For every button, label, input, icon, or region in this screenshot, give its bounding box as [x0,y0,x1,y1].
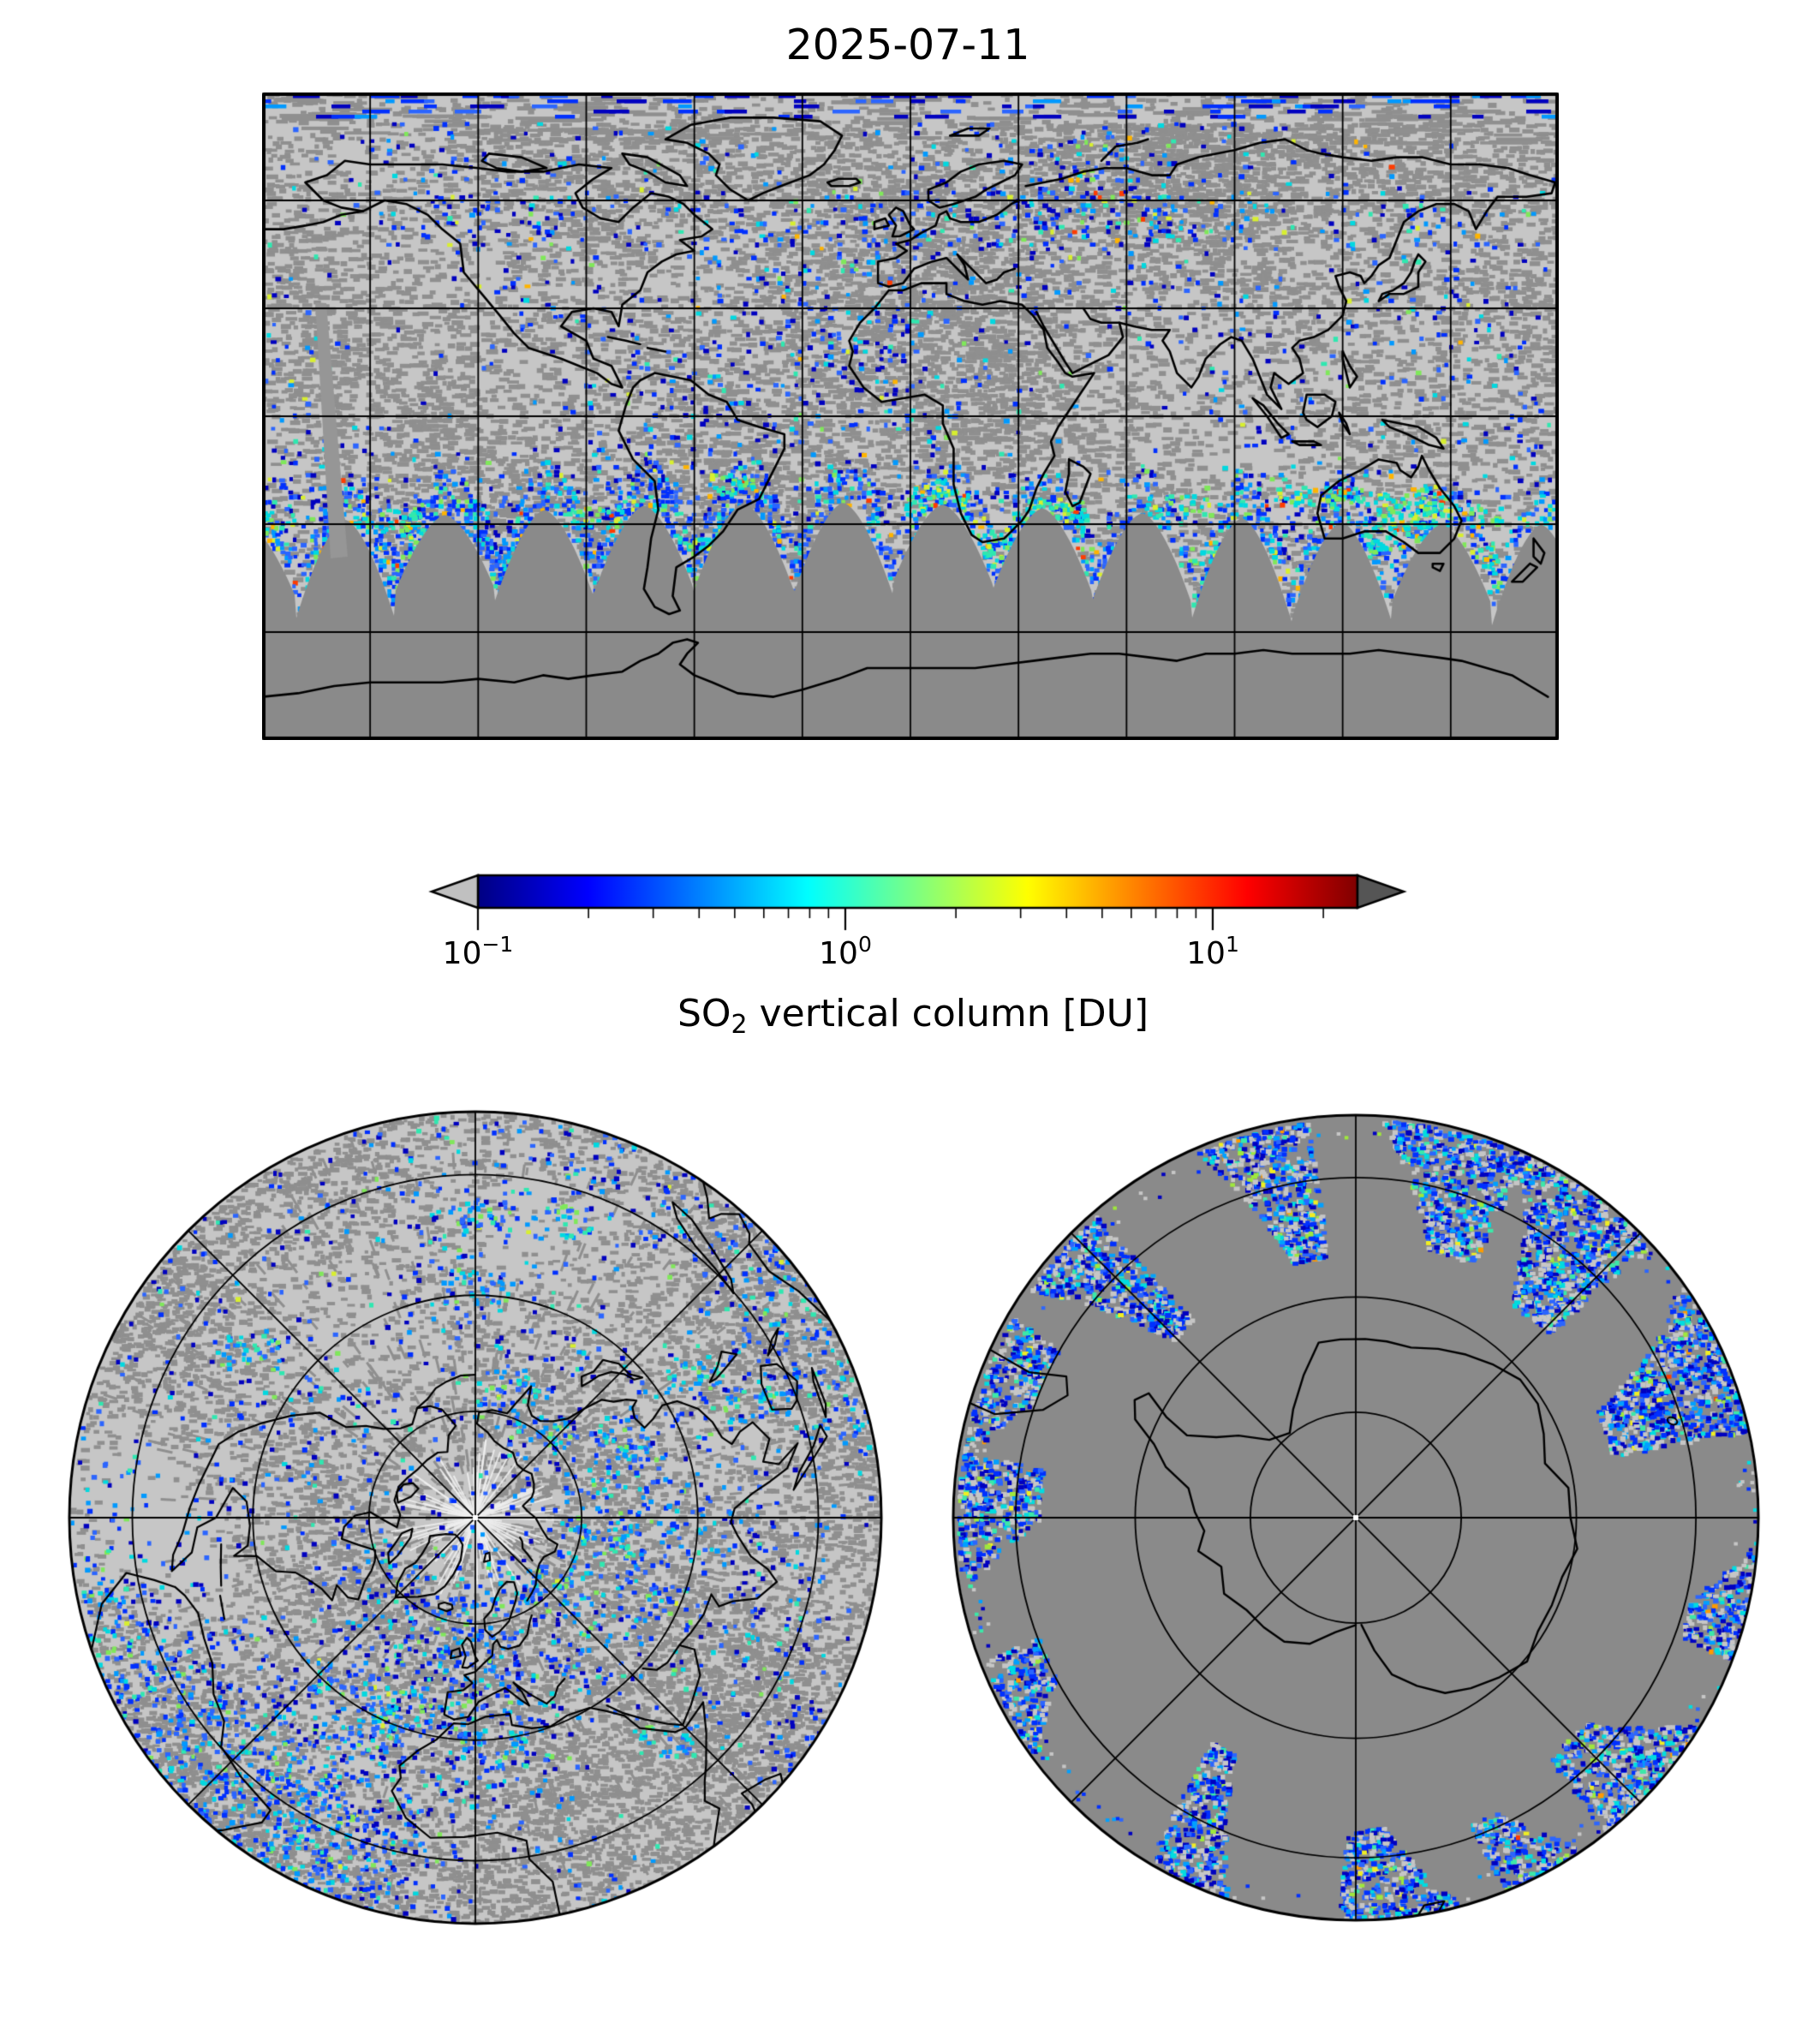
colorbar-axis-label: SO2 vertical column [DU] [677,992,1149,1040]
figure-title: 2025-07-11 [785,21,1030,69]
colorbar-tick-0: 10−1 [442,932,514,971]
north-polar-so2-map [64,1107,886,1929]
colorbar-tick-1: 100 [819,932,872,971]
colorbar-tick-2: 101 [1186,932,1239,971]
colorbar [368,861,1447,946]
global-so2-map [262,92,1559,740]
colorbar-tick-labels: 10−1 100 101 [368,932,1447,983]
south-polar-so2-map [950,1112,1762,1924]
